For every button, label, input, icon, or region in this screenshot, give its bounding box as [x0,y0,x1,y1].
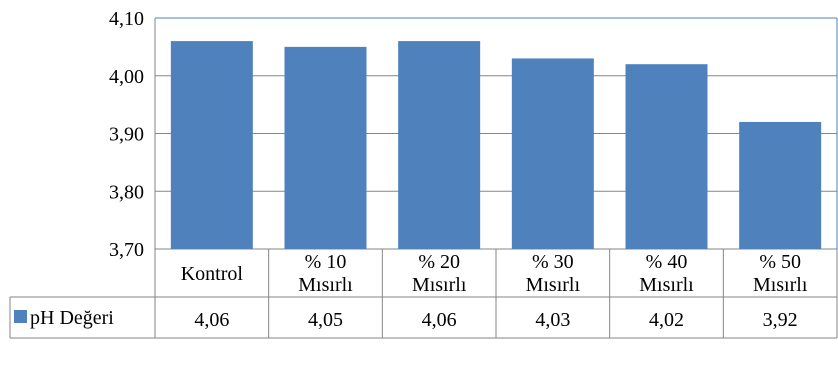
bar-3 [398,41,481,249]
y-tick-label: 3,80 [109,181,144,203]
bar-4 [511,58,594,249]
category-label-line: Mısırlı [412,274,467,296]
data-label-2: 4,05 [308,309,343,331]
data-label-4: 4,03 [535,309,570,331]
category-label-line: Kontrol [181,263,244,285]
data-label-3: 4,06 [422,309,457,331]
category-label-line: % 30 [532,251,574,273]
category-label-line: % 50 [759,251,801,273]
category-label-line: % 20 [418,251,460,273]
category-label-line: % 40 [646,251,688,273]
category-label-line: Mısırlı [526,274,581,296]
gridlines [155,17,837,250]
category-label-line: Mısırlı [639,274,694,296]
legend-label: pH Değeri [30,307,114,329]
y-tick-label: 4,10 [109,8,144,30]
legend-swatch [14,310,27,323]
bars [170,41,822,249]
category-label-1: Kontrol [181,263,244,285]
bar-2 [284,46,367,249]
data-label-6: 3,92 [763,309,798,331]
bar-6 [739,121,822,249]
y-tick-label: 3,70 [109,239,144,261]
y-tick-label: 4,00 [109,66,144,88]
data-label-5: 4,02 [649,309,684,331]
category-label-line: % 10 [305,251,347,273]
category-label-line: Mısırlı [298,274,353,296]
y-axis-tick-labels: 4,10 4,00 3,90 3,80 3,70 [109,8,144,261]
data-label-1: 4,06 [194,309,229,331]
bar-5 [625,64,708,249]
category-label-line: Mısırlı [753,274,808,296]
bar-1 [170,41,253,249]
y-tick-label: 3,90 [109,124,144,146]
plot-frame [154,17,838,249]
